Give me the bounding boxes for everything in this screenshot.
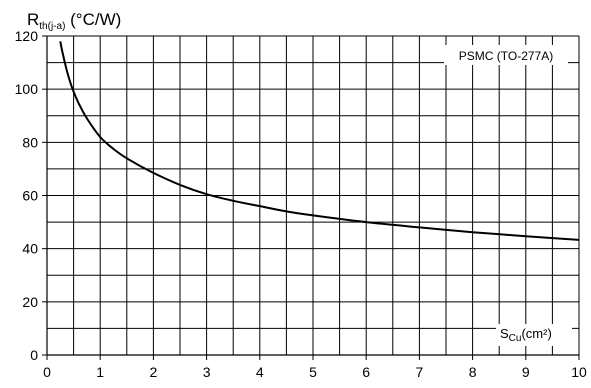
y-tick-label: 20 [22,294,38,310]
grid-lines [47,36,579,355]
y-tick-label: 60 [22,188,38,204]
y-tick-label: 40 [22,241,38,257]
series-line [59,41,580,241]
x-tick-label: 4 [256,364,264,380]
y-axis-title-unit: (°C/W) [65,10,121,29]
x-axis-title: SCu(cm²) [500,326,552,344]
x-tick-label: 9 [522,364,530,380]
y-axis-title-main: R [27,10,39,29]
y-tick-label: 120 [15,28,39,44]
y-tick-label: 80 [22,134,38,150]
x-axis-title-main: S [500,326,509,341]
x-axis-title-background [496,324,572,346]
x-axis-ticks: 0 1 2 3 4 5 6 7 8 9 10 [43,355,587,380]
curve-group [59,41,580,241]
y-axis-ticks: 0 20 40 60 80 100 120 [15,28,47,363]
x-axis-title-unit: (cm²) [521,326,551,341]
x-tick-label: 2 [150,364,158,380]
x-tick-label: 10 [571,364,587,380]
y-tick-label: 100 [15,81,39,97]
y-tick-label: 0 [30,347,38,363]
x-tick-label: 6 [362,364,370,380]
x-tick-label: 3 [203,364,211,380]
series-label: PSMC (TO-277A) [459,49,553,63]
x-tick-label: 0 [43,364,51,380]
x-tick-label: 1 [96,364,104,380]
x-axis-title-sub: Cu [509,333,522,344]
y-axis-title-sub: th(j-a) [39,21,65,32]
y-axis-title: Rth(j-a) (°C/W) [27,10,121,32]
series-label-background [444,45,568,65]
x-tick-label: 7 [416,364,424,380]
x-tick-label: 5 [309,364,317,380]
x-tick-label: 8 [469,364,477,380]
